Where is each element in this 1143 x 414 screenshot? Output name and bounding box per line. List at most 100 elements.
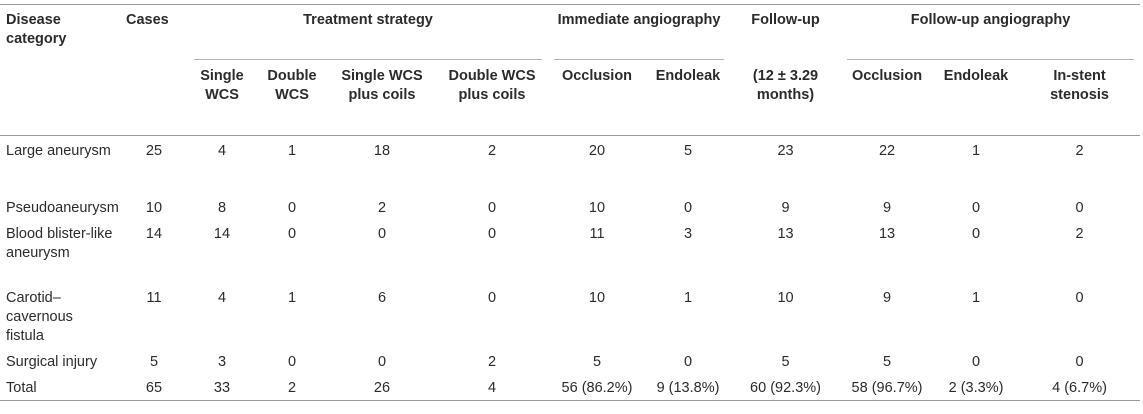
cell-in-stent-stenosis: 0 bbox=[1075, 199, 1084, 216]
table-row: Pseudoaneurysm 10 8 0 2 0 10 0 9 9 0 0 bbox=[0, 193, 1140, 219]
cell-single-wcs-coils: 0 bbox=[377, 225, 387, 242]
cell-fu-occlusion: 22 bbox=[878, 143, 896, 159]
cell-category: Pseudoaneurysm bbox=[6, 199, 119, 216]
header-follow-up-occlusion: Occlusion bbox=[851, 68, 923, 84]
cell-category: Carotid–cavernous fistula bbox=[6, 289, 73, 344]
header-disease-category: Disease category bbox=[6, 12, 67, 47]
cell-imm-occlusion: 10 bbox=[588, 289, 606, 306]
table-row: Surgical injury 5 3 0 0 2 5 0 5 5 0 0 bbox=[0, 347, 1140, 373]
header-single-wcs: Single WCS bbox=[200, 68, 244, 103]
cell-category: Total bbox=[6, 379, 37, 396]
table-row: Blood blister-like aneurysm 14 14 0 0 0 … bbox=[0, 219, 1140, 283]
cell-fu-endoleak: 1 bbox=[971, 143, 981, 159]
cell-cases: 11 bbox=[146, 289, 162, 306]
header-immediate-angiography-label: Immediate angiography bbox=[557, 12, 721, 28]
header-treatment-strategy-label: Treatment strategy bbox=[303, 12, 433, 28]
group-underline bbox=[554, 59, 725, 60]
header-follow-up: Follow-up bbox=[751, 12, 820, 28]
cell-single-wcs-coils: 6 bbox=[377, 289, 387, 306]
cell-imm-occlusion: 5 bbox=[592, 353, 602, 370]
table-row: Large aneurysm 25 4 1 18 2 20 5 23 22 1 … bbox=[0, 136, 1140, 193]
header-immediate-endoleak: Endoleak bbox=[655, 68, 721, 84]
cell-fu-occlusion: 13 bbox=[878, 225, 896, 242]
cell-imm-occlusion: 56 (86.2%) bbox=[561, 379, 633, 396]
cell-imm-occlusion: 20 bbox=[588, 143, 606, 159]
header-immediate-angiography: Immediate angiography bbox=[548, 5, 730, 60]
cell-follow-up: 23 bbox=[777, 143, 794, 159]
cell-imm-endoleak: 0 bbox=[683, 353, 693, 370]
cell-imm-endoleak: 1 bbox=[683, 289, 693, 306]
cell-fu-occlusion: 5 bbox=[882, 353, 892, 370]
cell-in-stent-stenosis: 0 bbox=[1075, 289, 1084, 306]
table-row: Carotid–cavernous fistula 11 4 1 6 0 10 … bbox=[0, 283, 1140, 347]
cell-double-wcs: 1 bbox=[287, 289, 297, 306]
cell-single-wcs-coils: 26 bbox=[373, 379, 391, 396]
cell-fu-endoleak: 0 bbox=[971, 353, 981, 370]
cell-fu-endoleak: 2 (3.3%) bbox=[948, 379, 1004, 396]
header-follow-up-angiography: Follow-up angiography bbox=[841, 5, 1140, 60]
cell-in-stent-stenosis: 0 bbox=[1075, 353, 1084, 370]
cell-double-wcs-coils: 2 bbox=[487, 353, 497, 370]
cell-double-wcs: 2 bbox=[287, 379, 297, 396]
cell-fu-endoleak: 0 bbox=[971, 225, 981, 242]
header-double-wcs: Double WCS bbox=[267, 68, 317, 103]
cell-in-stent-stenosis: 4 (6.7%) bbox=[1052, 379, 1107, 396]
cell-fu-endoleak: 0 bbox=[971, 199, 981, 216]
cell-double-wcs: 0 bbox=[287, 225, 297, 242]
header-follow-up-endoleak: Endoleak bbox=[943, 68, 1009, 84]
group-underline bbox=[847, 59, 1135, 60]
header-treatment-strategy: Treatment strategy bbox=[188, 5, 548, 60]
cell-double-wcs: 0 bbox=[287, 353, 297, 370]
header-cases: Cases bbox=[126, 12, 169, 28]
cell-single-wcs: 8 bbox=[217, 199, 227, 216]
cell-category: Blood blister-like aneurysm bbox=[6, 225, 113, 261]
cell-imm-endoleak: 5 bbox=[683, 143, 693, 159]
cell-imm-endoleak: 9 (13.8%) bbox=[656, 379, 720, 396]
cell-follow-up: 60 (92.3%) bbox=[750, 379, 821, 396]
cell-cases: 14 bbox=[145, 225, 163, 242]
header-follow-up-period: (12 ± 3.29 months) bbox=[752, 68, 819, 103]
cell-double-wcs: 0 bbox=[287, 199, 297, 216]
cell-category: Surgical injury bbox=[6, 353, 98, 370]
cell-follow-up: 10 bbox=[777, 289, 794, 306]
cell-fu-occlusion: 9 bbox=[882, 289, 892, 306]
cell-cases: 65 bbox=[145, 379, 163, 396]
results-table: Disease category Cases Treatment strateg… bbox=[0, 4, 1141, 401]
header-follow-up-angiography-label: Follow-up angiography bbox=[910, 12, 1071, 28]
cell-imm-occlusion: 11 bbox=[589, 225, 605, 242]
header-single-wcs-plus-coils: Single WCS plus coils bbox=[341, 68, 423, 103]
cell-single-wcs-coils: 0 bbox=[377, 353, 387, 370]
cell-single-wcs-coils: 2 bbox=[377, 199, 387, 216]
cell-single-wcs: 4 bbox=[217, 289, 227, 306]
header-double-wcs-plus-coils: Double WCS plus coils bbox=[448, 68, 536, 103]
group-underline bbox=[194, 59, 542, 60]
cell-imm-endoleak: 3 bbox=[683, 225, 693, 242]
cell-single-wcs: 3 bbox=[217, 353, 227, 370]
cell-imm-occlusion: 10 bbox=[588, 199, 606, 216]
cell-double-wcs-coils: 0 bbox=[487, 289, 497, 306]
header-row-groups: Disease category Cases Treatment strateg… bbox=[0, 4, 1141, 60]
cell-single-wcs: 33 bbox=[213, 379, 231, 396]
cell-in-stent-stenosis: 2 bbox=[1075, 225, 1084, 242]
table-row-total: Total 65 33 2 26 4 56 (86.2%) 9 (13.8%) … bbox=[0, 373, 1141, 401]
cell-double-wcs: 1 bbox=[287, 143, 297, 159]
cell-in-stent-stenosis: 2 bbox=[1075, 143, 1084, 159]
cell-cases: 10 bbox=[145, 199, 163, 216]
cell-single-wcs: 14 bbox=[213, 225, 231, 242]
cell-cases: 25 bbox=[145, 143, 163, 159]
cell-cases: 5 bbox=[149, 353, 159, 370]
cell-double-wcs-coils: 4 bbox=[487, 379, 497, 396]
cell-follow-up: 13 bbox=[777, 225, 794, 242]
cell-double-wcs-coils: 2 bbox=[487, 143, 497, 159]
header-in-stent-stenosis: In-stent stenosis bbox=[1050, 68, 1109, 103]
cell-follow-up: 5 bbox=[781, 353, 790, 370]
cell-fu-occlusion: 9 bbox=[882, 199, 892, 216]
header-immediate-occlusion: Occlusion bbox=[561, 68, 633, 84]
cell-category: Large aneurysm bbox=[6, 143, 111, 159]
cell-single-wcs-coils: 18 bbox=[373, 143, 391, 159]
cell-double-wcs-coils: 0 bbox=[487, 199, 497, 216]
cell-single-wcs: 4 bbox=[217, 143, 227, 159]
cell-fu-occlusion: 58 (96.7%) bbox=[851, 379, 923, 396]
cell-fu-endoleak: 1 bbox=[971, 289, 981, 306]
